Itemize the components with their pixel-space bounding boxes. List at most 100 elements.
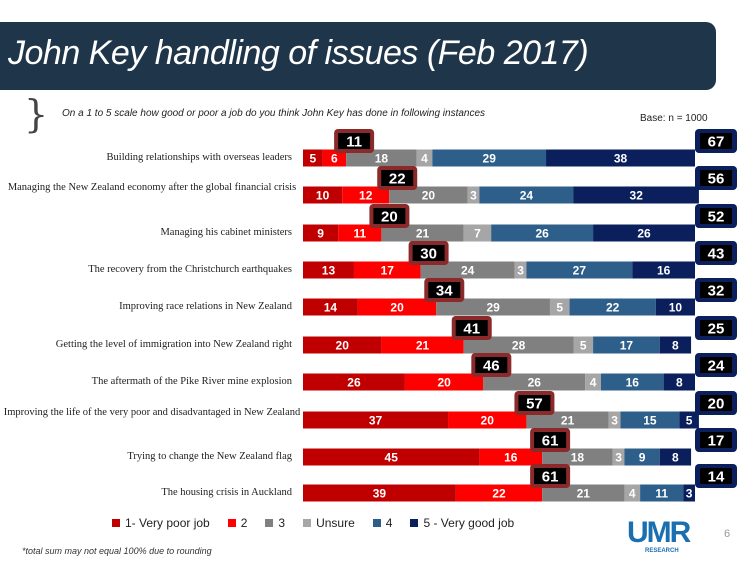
- data-label: 10: [316, 189, 330, 203]
- data-label: 21: [561, 414, 575, 428]
- data-label: 29: [486, 301, 500, 315]
- data-label: 9: [639, 451, 646, 465]
- data-label: 4: [629, 487, 636, 501]
- data-label: 5: [580, 339, 587, 353]
- bar-segment: [640, 484, 684, 502]
- data-label: 3: [517, 264, 524, 278]
- net-poor-box: [381, 170, 414, 186]
- legend-item: 3: [265, 516, 285, 530]
- legend-item: 2: [227, 516, 248, 530]
- data-label: 3: [611, 414, 618, 428]
- net-poor-box: [475, 357, 508, 373]
- data-label: 3: [615, 451, 622, 465]
- category-label: The recovery from the Christchurch earth…: [88, 264, 292, 275]
- data-label: 17: [620, 339, 634, 353]
- base-size: Base: n = 1000: [640, 113, 708, 124]
- data-label: 22: [492, 487, 506, 501]
- legend-swatch: [265, 519, 274, 527]
- data-label: 16: [657, 264, 671, 278]
- bar-segment: [448, 411, 527, 429]
- net-poor-value: 61: [542, 433, 559, 450]
- data-label: 38: [614, 152, 628, 166]
- page-title: John Key handling of issues (Feb 2017): [8, 34, 589, 72]
- net-good-box: [700, 395, 732, 411]
- net-poor-box: [373, 208, 406, 224]
- net-poor-value: 61: [542, 469, 559, 486]
- category-label: Getting the level of immigration into Ne…: [55, 339, 292, 350]
- data-label: 20: [422, 189, 436, 203]
- legend-swatch: [410, 519, 419, 527]
- data-label: 14: [324, 301, 338, 315]
- net-good-box: [700, 245, 732, 261]
- data-label: 21: [577, 487, 591, 501]
- net-good-value: 20: [708, 396, 725, 413]
- bar-segment: [381, 224, 464, 242]
- bar-segment: [542, 448, 613, 466]
- bar-segment: [549, 298, 570, 316]
- bar-segment: [303, 224, 339, 242]
- umr-logo-sub: RESEARCH: [645, 548, 679, 554]
- net-poor-box: [412, 245, 445, 261]
- net-poor-value: 46: [483, 358, 500, 375]
- legend-label: 1- Very poor job: [125, 516, 210, 530]
- data-label: 11: [353, 227, 366, 241]
- bar-segment: [573, 186, 699, 204]
- bar-segment: [342, 186, 390, 204]
- data-label: 21: [416, 339, 430, 353]
- net-good-value: 32: [708, 283, 725, 300]
- legend-swatch: [112, 519, 120, 527]
- bar-segment: [655, 298, 695, 316]
- bar-segment: [659, 448, 692, 466]
- data-label: 32: [630, 189, 644, 203]
- data-label: 6: [331, 152, 338, 166]
- data-label: 3: [686, 487, 693, 501]
- data-label: 5: [309, 152, 316, 166]
- data-label: 11: [655, 487, 668, 501]
- data-label: 15: [643, 414, 657, 428]
- bar-segment: [357, 298, 437, 316]
- bar-segment: [483, 373, 586, 391]
- data-label: 20: [390, 301, 404, 315]
- data-label: 39: [373, 487, 387, 501]
- bar-segment: [467, 186, 480, 204]
- data-label: 37: [369, 414, 383, 428]
- net-good-box: [700, 357, 732, 373]
- net-poor-value: 22: [389, 171, 406, 188]
- legend-item: 1- Very poor job: [112, 516, 210, 530]
- data-label: 5: [556, 301, 563, 315]
- legend-item: Unsure: [303, 516, 355, 530]
- category-label: Improving the life of the very poor and …: [3, 407, 301, 418]
- bar-segment: [546, 149, 695, 167]
- data-label: 26: [535, 227, 549, 241]
- bar-segment: [436, 298, 550, 316]
- net-poor-value: 57: [526, 396, 543, 413]
- legend-swatch: [303, 519, 312, 527]
- bar-segment: [303, 261, 354, 279]
- data-label: 12: [359, 189, 373, 203]
- bar-segment: [303, 298, 358, 316]
- category-label: The aftermath of the Pike River mine exp…: [91, 376, 292, 387]
- bar-segment: [679, 411, 699, 429]
- data-label: 45: [385, 451, 399, 465]
- net-poor-value: 41: [463, 321, 480, 338]
- data-label: 20: [481, 414, 495, 428]
- legend-label: Unsure: [316, 516, 355, 530]
- legend-label: 3: [278, 516, 286, 530]
- bar-segment: [303, 448, 480, 466]
- legend-label: 2: [240, 516, 248, 530]
- bar-segment: [569, 298, 656, 316]
- brace-icon: }: [24, 92, 49, 136]
- bar-segment: [416, 149, 433, 167]
- net-good-value: 67: [708, 134, 725, 151]
- bar-segment: [322, 149, 347, 167]
- legend-label: 5 - Very good job: [423, 516, 515, 530]
- net-poor-value: 20: [381, 209, 398, 226]
- net-good-value: 52: [708, 209, 725, 226]
- bar-segment: [593, 224, 695, 242]
- bar-segment: [624, 448, 660, 466]
- net-good-value: 24: [708, 358, 725, 375]
- net-good-value: 14: [708, 469, 725, 486]
- bar-segment: [353, 261, 421, 279]
